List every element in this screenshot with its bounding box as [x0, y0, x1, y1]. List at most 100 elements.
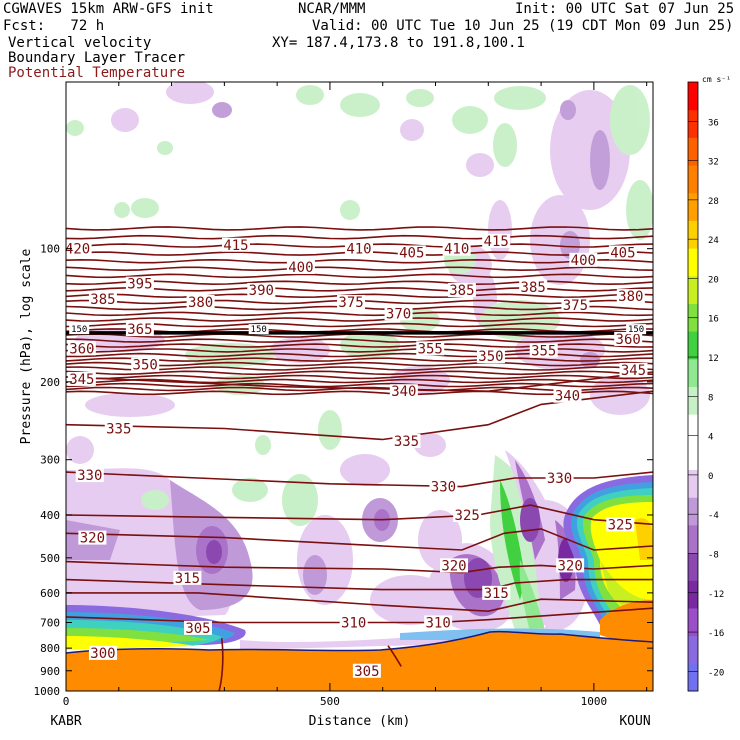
theta-label-bg: [221, 237, 250, 252]
theta-label-text: 345: [69, 372, 94, 388]
theta-label-text: 330: [547, 471, 572, 487]
theta-label-text: 400: [288, 260, 313, 276]
theta-label-text: 340: [391, 384, 416, 400]
theta-label-bg: [69, 324, 90, 335]
theta-label-bg: [569, 252, 598, 267]
theta-label: 415: [482, 233, 511, 250]
theta-label-bg: [67, 371, 96, 386]
theta-label: 375: [337, 294, 366, 311]
x-axis-label: Distance (km): [309, 714, 411, 729]
theta-label-bg: [447, 282, 476, 297]
theta-label-bg: [606, 517, 635, 532]
theta-label-text: 320: [441, 558, 466, 574]
theta-line: [66, 287, 653, 292]
theta-line: [66, 560, 653, 574]
field-vertical-velocity: Vertical velocity: [8, 35, 152, 51]
theta-label-text: 330: [77, 468, 102, 484]
theta-label-bg: [614, 331, 643, 346]
xy-range: XY= 187.4,173.8 to 191.8,100.1: [272, 35, 525, 51]
theta-line: [66, 234, 653, 240]
theta-label-bg: [476, 349, 505, 364]
field-bl-tracer: Boundary Layer Tracer: [8, 50, 186, 66]
theta-label-bg: [616, 289, 645, 304]
theta-label: 325: [606, 517, 635, 533]
colorbar-swatch: [688, 469, 698, 498]
theta-label-text: 335: [394, 434, 419, 450]
theta-label: 150: [626, 324, 647, 335]
colorbar-swatch: [688, 497, 698, 526]
theta-label-text: 315: [175, 571, 200, 587]
colorbar-swatch: [688, 82, 698, 111]
theta-label-text: 410: [444, 242, 469, 258]
theta-label-bg: [88, 292, 117, 307]
x-tick-label: 1000: [581, 695, 608, 708]
theta-line: [387, 645, 402, 667]
colorbar-tick-label: 12: [708, 354, 719, 364]
theta-line: [66, 317, 653, 322]
colorbar-swatch: [688, 248, 698, 277]
colorbar-swatch: [688, 414, 698, 443]
theta-line: [66, 378, 653, 384]
theta-label-text: 315: [484, 586, 509, 602]
theta-label: 395: [125, 276, 154, 293]
colorbar-tick-label: -16: [708, 629, 724, 639]
theta-label-bg: [248, 324, 269, 335]
theta-label-bg: [125, 276, 154, 291]
theta-label-text: 385: [90, 292, 115, 308]
theta-label-text: 325: [608, 517, 633, 533]
theta-line: [66, 370, 653, 376]
terrain-fill: [66, 631, 653, 691]
theta-contour-labels: 420 415 410 405 410 415 400 400 405 395 390 385 380 3…: [63, 233, 648, 680]
theta-label: 320: [78, 530, 107, 547]
x-tick-label: 500: [320, 695, 340, 708]
colorbar-swatch: [688, 137, 698, 166]
forecast-hour: Fcst: 72 h: [3, 18, 105, 34]
theta-label-text: 375: [338, 295, 363, 311]
theta-label-bg: [439, 558, 468, 573]
theta-line: [66, 338, 653, 343]
theta-label-text: 325: [455, 508, 480, 524]
colorbar-tick-label: -12: [708, 590, 724, 600]
theta-line: [66, 382, 653, 388]
theta-label-text: 415: [223, 238, 248, 254]
theta-label-text: 335: [106, 421, 131, 437]
velocity-shading: [66, 82, 653, 464]
theta-label-text: 390: [249, 283, 274, 299]
theta-line: [66, 293, 653, 299]
theta-label-text: 395: [127, 277, 152, 293]
theta-label-text: 345: [621, 363, 646, 379]
theta-label-text: 400: [571, 253, 596, 269]
theta-label: 385: [519, 279, 548, 296]
theta-label: 360: [67, 341, 96, 357]
theta-label-text: 150: [71, 325, 87, 335]
left-station-label: KABR: [50, 714, 81, 729]
theta-label-bg: [344, 241, 373, 256]
theta-line: [66, 226, 653, 231]
theta-line: [66, 266, 653, 272]
theta-label: 310: [424, 615, 453, 631]
colorbar-unit: cm s⁻¹: [702, 75, 731, 84]
theta-label-bg: [78, 530, 107, 545]
theta-label-text: 320: [557, 558, 582, 574]
theta-label: 305: [352, 663, 381, 680]
theta-label-bg: [392, 433, 421, 448]
theta-label: 390: [247, 282, 276, 299]
theta-label-bg: [337, 294, 366, 309]
theta-label: 385: [88, 292, 117, 308]
colorbar-swatch: [688, 165, 698, 194]
theta-label: 380: [616, 289, 645, 305]
colorbar-tick-label: 28: [708, 197, 719, 207]
theta-line: [66, 361, 653, 367]
theta-label-text: 365: [127, 322, 152, 338]
colorbar-frame: [687, 81, 699, 692]
colorbar-swatch: [688, 109, 698, 138]
theta-label-bg: [626, 324, 647, 335]
y-tick-label: 300: [40, 454, 60, 467]
theta-label: 410: [344, 241, 373, 258]
theta-line: [66, 273, 653, 279]
org-label: NCAR/MMM: [298, 1, 366, 17]
theta-label: 150: [69, 324, 90, 335]
colorbar-swatch: [688, 635, 698, 664]
y-tick-label: 200: [40, 376, 60, 389]
